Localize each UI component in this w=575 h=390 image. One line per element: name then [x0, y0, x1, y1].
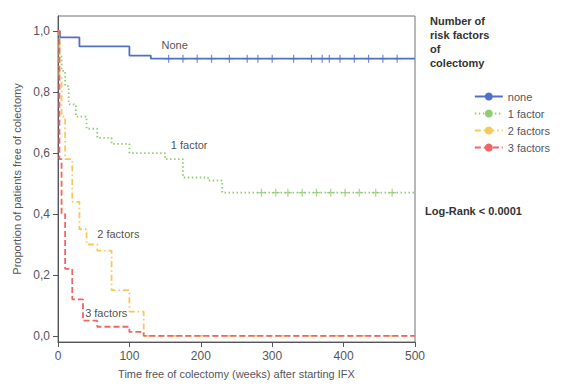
svg-text:2 factors: 2 factors	[508, 125, 551, 137]
svg-text:Proportion of patients free of: Proportion of patients free of colectomy	[11, 83, 23, 275]
svg-text:0,8: 0,8	[33, 85, 50, 99]
svg-text:3 factors: 3 factors	[85, 307, 128, 319]
svg-text:Time free of colectomy (weeks): Time free of colectomy (weeks) after sta…	[118, 368, 355, 380]
svg-text:Number of: Number of	[430, 15, 485, 27]
svg-text:500: 500	[405, 349, 425, 363]
svg-text:Log-Rank < 0.0001: Log-Rank < 0.0001	[425, 205, 522, 217]
svg-text:400: 400	[334, 349, 354, 363]
svg-text:of: of	[430, 43, 441, 55]
svg-text:200: 200	[191, 349, 211, 363]
svg-text:100: 100	[119, 349, 139, 363]
svg-text:risk factors: risk factors	[430, 29, 489, 41]
svg-text:1,0: 1,0	[33, 24, 50, 38]
svg-text:0: 0	[55, 349, 62, 363]
svg-text:0,6: 0,6	[33, 146, 50, 160]
svg-text:2 factors: 2 factors	[97, 228, 140, 240]
svg-text:0,4: 0,4	[33, 207, 50, 221]
svg-text:none: none	[508, 91, 532, 103]
svg-text:3 factors: 3 factors	[508, 142, 551, 154]
svg-text:0,0: 0,0	[33, 329, 50, 343]
svg-text:300: 300	[262, 349, 282, 363]
svg-text:None: None	[162, 39, 188, 51]
svg-text:1 factor: 1 factor	[508, 108, 545, 120]
svg-text:0,2: 0,2	[33, 268, 50, 282]
svg-text:colectomy: colectomy	[430, 57, 485, 69]
svg-text:1 factor: 1 factor	[171, 139, 208, 151]
